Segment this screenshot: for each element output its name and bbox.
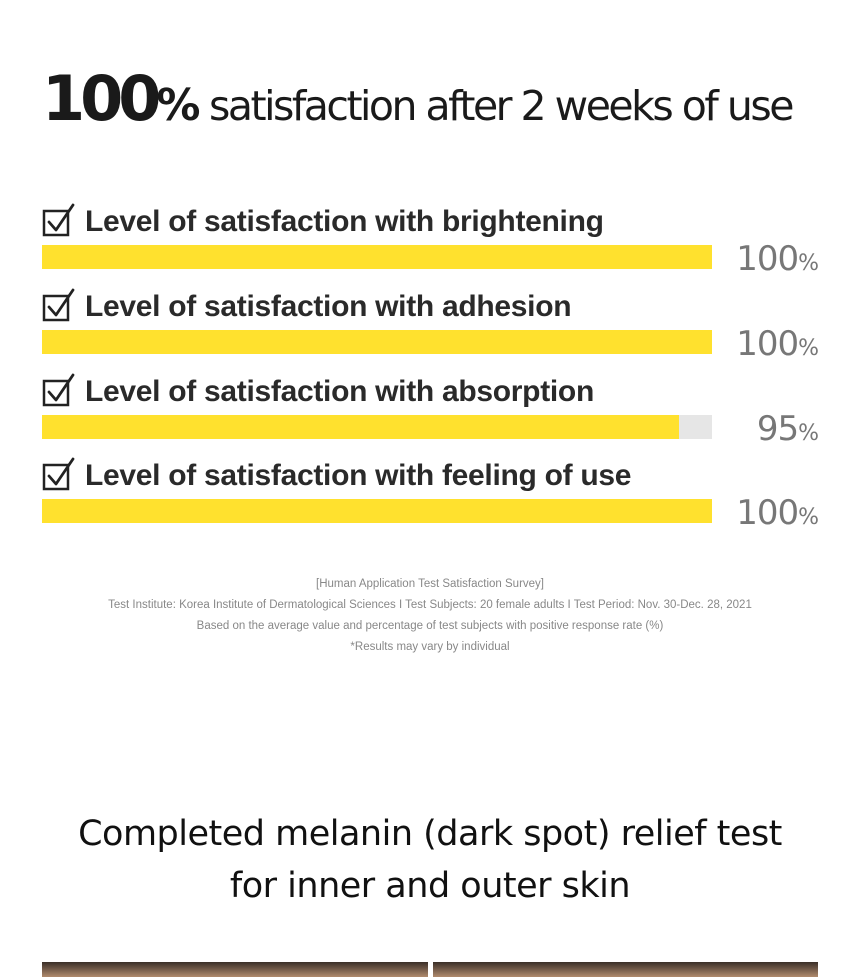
- section-heading-line-2: for inner and outer skin: [229, 866, 631, 906]
- value-number: 95: [756, 409, 799, 449]
- value-unit: %: [798, 505, 819, 530]
- before-after-photos: [42, 962, 818, 977]
- checkbox-check-icon: [42, 203, 75, 237]
- headline-text: satisfaction after 2 weeks of use: [198, 82, 794, 130]
- value-unit: %: [798, 251, 819, 276]
- bar: [42, 245, 712, 269]
- chart-row: Level of satisfaction with brightening 10…: [42, 203, 822, 287]
- survey-notes: [Human Application Test Satisfaction Sur…: [0, 574, 860, 658]
- note-test-details: Test Institute: Korea Institute of Derma…: [108, 599, 752, 611]
- page-headline: 100% satisfaction after 2 weeks of use: [42, 62, 842, 135]
- value-label: 100%: [736, 493, 819, 533]
- value-number: 100: [736, 239, 799, 279]
- bar: [42, 499, 712, 523]
- satisfaction-bar-chart: Level of satisfaction with brightening 10…: [42, 203, 822, 541]
- category-label: Level of satisfaction with absorption: [85, 375, 594, 408]
- note-method: Based on the average value and percentag…: [196, 620, 664, 632]
- chart-row: Level of satisfaction with adhesion 100%: [42, 288, 822, 372]
- value-number: 100: [736, 493, 799, 533]
- category-label: Level of satisfaction with adhesion: [85, 290, 572, 323]
- checkbox-check-icon: [42, 457, 75, 491]
- section-heading: Completed melanin (dark spot) relief tes…: [0, 808, 860, 912]
- bar-track: [42, 415, 712, 439]
- bar: [42, 330, 712, 354]
- bar-track: [42, 245, 712, 269]
- before-photo: [42, 962, 428, 977]
- chart-row: Level of satisfaction with feeling of us…: [42, 457, 822, 541]
- note-disclaimer: *Results may vary by individual: [350, 641, 510, 653]
- value-label: 95%: [756, 409, 819, 449]
- headline-percent-sign: %: [156, 80, 200, 131]
- bar-track: [42, 330, 712, 354]
- bar: [42, 415, 679, 439]
- after-photo: [433, 962, 818, 977]
- value-label: 100%: [736, 324, 819, 364]
- section-heading-line-1: Completed melanin (dark spot) relief tes…: [78, 814, 782, 854]
- chart-row: Level of satisfaction with absorption 95%: [42, 373, 822, 457]
- category-label: Level of satisfaction with feeling of us…: [85, 459, 632, 492]
- checkbox-check-icon: [42, 373, 75, 407]
- headline-big-number: 100: [42, 62, 161, 135]
- value-unit: %: [798, 336, 819, 361]
- checkbox-check-icon: [42, 288, 75, 322]
- value-unit: %: [798, 421, 819, 446]
- category-label: Level of satisfaction with brightening: [85, 205, 604, 238]
- bar-track: [42, 499, 712, 523]
- note-survey-title: [Human Application Test Satisfaction Sur…: [316, 578, 544, 590]
- value-label: 100%: [736, 239, 819, 279]
- value-number: 100: [736, 324, 799, 364]
